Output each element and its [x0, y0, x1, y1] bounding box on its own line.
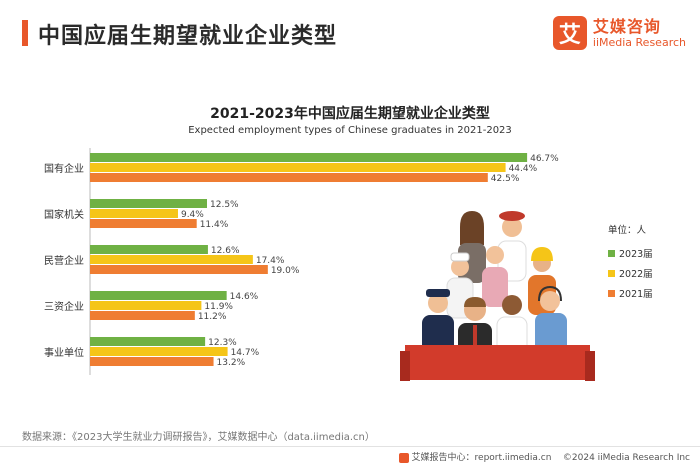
brand-subtitle: iiMedia Research	[592, 35, 686, 49]
bar-value-label: 12.6%	[211, 246, 240, 256]
police-cap-icon	[426, 289, 450, 297]
category-label: 国家机关	[44, 208, 84, 221]
person-body	[482, 267, 508, 307]
category-label: 事业单位	[44, 346, 84, 359]
chart-legend: 单位：人 2023届 2022届 2021届	[608, 222, 653, 306]
bar	[90, 173, 488, 182]
brand-logo: 艾 艾媒咨询 iiMedia Research	[552, 16, 686, 50]
bar	[90, 357, 214, 366]
workers-illustration	[400, 211, 595, 381]
legend-swatch	[608, 249, 615, 257]
person-head	[502, 295, 522, 315]
person-head	[540, 291, 560, 311]
bar	[90, 311, 195, 320]
bar	[90, 245, 208, 254]
bar	[90, 163, 506, 172]
brand-text: 艾媒咨询 iiMedia Research	[592, 16, 686, 49]
legend-label: 2021届	[619, 289, 653, 300]
legend-item-2021: 2021届	[608, 286, 653, 300]
bar-value-label: 12.5%	[210, 200, 239, 210]
person-head	[502, 217, 522, 237]
bar-value-label: 11.2%	[198, 312, 227, 322]
chart-subtitle: Expected employment types of Chinese gra…	[188, 125, 512, 136]
bar	[90, 199, 207, 208]
category-label: 国有企业	[44, 162, 84, 175]
footer-copyright: ©2024 iiMedia Research Inc	[562, 453, 690, 463]
legend-label: 2022届	[619, 269, 653, 280]
data-source: 数据来源：《2023大学生就业力调研报告》，艾媒数据中心（data.iimedi…	[22, 432, 375, 443]
bar-value-label: 14.7%	[231, 348, 260, 358]
bar	[90, 153, 528, 162]
person-hair	[464, 297, 486, 307]
bar-value-label: 11.4%	[200, 220, 229, 230]
bar-value-label: 14.6%	[230, 292, 259, 302]
person-head	[451, 258, 469, 276]
chart-title: 2021-2023年中国应届生期望就业企业类型	[210, 106, 490, 122]
bar	[90, 265, 268, 274]
brand-mini-icon	[398, 452, 409, 463]
chef-hat-icon	[450, 252, 470, 262]
person-head	[486, 246, 504, 264]
bar-chart: 国有企业 46.7%44.4%42.5% 国家机关 12.5% 9.4%11.4% 民营企…	[44, 148, 559, 375]
footer: 艾媒报告中心：report.iimedia.cn ©2024 iiMedia R…	[0, 450, 690, 463]
category-label: 三资企业	[44, 300, 84, 313]
brand-name: 艾媒咨询	[592, 16, 661, 36]
illustration-banner-edge	[400, 351, 410, 381]
legend-item-2022: 2022届	[608, 266, 653, 280]
person-head	[428, 293, 448, 313]
bar-value-label: 19.0%	[271, 266, 300, 276]
illustration-banner	[405, 345, 590, 380]
bar	[90, 255, 253, 264]
bar-value-label: 17.4%	[256, 256, 285, 266]
bar	[90, 209, 178, 218]
brand-icon: 艾	[552, 16, 587, 50]
bar	[90, 347, 228, 356]
bar-value-label: 12.3%	[208, 338, 237, 348]
footer-divider	[0, 446, 700, 447]
title-accent-bar	[22, 20, 28, 46]
bar-value-label: 44.4%	[509, 164, 538, 174]
tie-icon	[473, 325, 477, 347]
bar-value-label: 42.5%	[491, 174, 520, 184]
legend-label: 2023届	[619, 249, 653, 260]
bar-value-label: 11.9%	[204, 302, 233, 312]
unit-label: 单位：人	[608, 225, 647, 236]
person-hair	[460, 211, 484, 245]
headset-icon	[538, 285, 562, 302]
bar-value-label: 9.4%	[181, 210, 204, 220]
legend-swatch	[608, 269, 615, 277]
bar-value-label: 46.7%	[530, 154, 559, 164]
bar	[90, 337, 206, 346]
helmet-icon	[531, 247, 553, 261]
legend-swatch	[608, 289, 615, 297]
footer-report-center[interactable]: 艾媒报告中心：report.iimedia.cn	[411, 453, 552, 463]
beret-icon	[499, 211, 525, 221]
bar	[90, 301, 202, 310]
bar	[90, 291, 227, 300]
bar-value-label: 13.2%	[217, 358, 246, 368]
legend-item-2023: 2023届	[608, 246, 653, 260]
illustration-banner-edge	[585, 351, 595, 381]
bar	[90, 219, 197, 228]
category-label: 民营企业	[44, 254, 84, 267]
page-title: 中国应届生期望就业企业类型	[38, 24, 338, 49]
